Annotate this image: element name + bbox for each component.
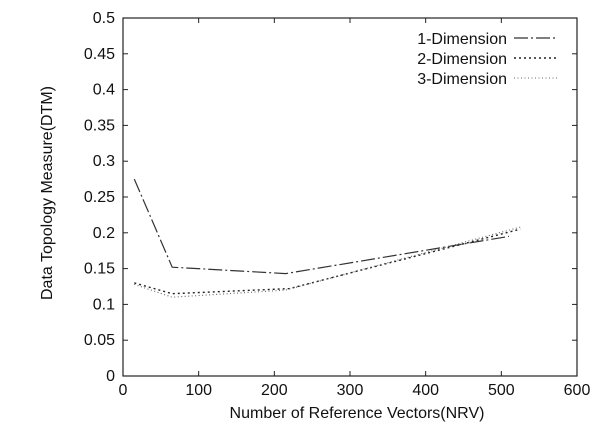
x-tick-label: 300 xyxy=(337,382,364,399)
legend-label: 2-Dimension xyxy=(417,51,507,68)
x-tick-label: 400 xyxy=(412,382,439,399)
y-tick-label: 0.1 xyxy=(93,296,115,313)
x-tick-label: 100 xyxy=(185,382,212,399)
axes: 0 100 200 300 400 500 600 0 0.05 0.1 0.15 0.2 0.25 0.… xyxy=(84,10,591,399)
y-tick-label: 0.3 xyxy=(93,153,115,170)
series-line-2 xyxy=(134,228,521,295)
y-tick-label: 0.25 xyxy=(84,189,115,206)
plot-area xyxy=(122,17,578,377)
legend-label: 3-Dimension xyxy=(417,71,507,88)
y-tick-label: 0.2 xyxy=(93,225,115,242)
series-line-1 xyxy=(133,178,509,275)
y-tick-label: 0.5 xyxy=(93,10,115,27)
y-tick-label: 0.15 xyxy=(84,261,115,278)
y-tick-label: 0.35 xyxy=(84,117,115,134)
legend-label: 1-Dimension xyxy=(417,31,507,48)
plot-frame xyxy=(122,17,578,377)
legend: 1-Dimension 2-Dimension 3-Dimension xyxy=(417,31,557,88)
series-lines xyxy=(133,178,521,298)
x-tick-label: 500 xyxy=(488,382,515,399)
x-tick-label: 200 xyxy=(261,382,288,399)
y-tick-label: 0.45 xyxy=(84,46,115,63)
y-tick-label: 0.4 xyxy=(93,82,115,99)
x-axis-title: Number of Reference Vectors(NRV) xyxy=(230,405,485,422)
x-tick-label: 600 xyxy=(564,382,591,399)
x-tick-label: 0 xyxy=(119,382,128,399)
y-axis-title: Data Topology Measure(DTM) xyxy=(39,86,56,300)
y-tick-label: 0 xyxy=(106,368,115,385)
series-line-3 xyxy=(134,226,521,298)
y-tick-label: 0.05 xyxy=(84,332,115,349)
